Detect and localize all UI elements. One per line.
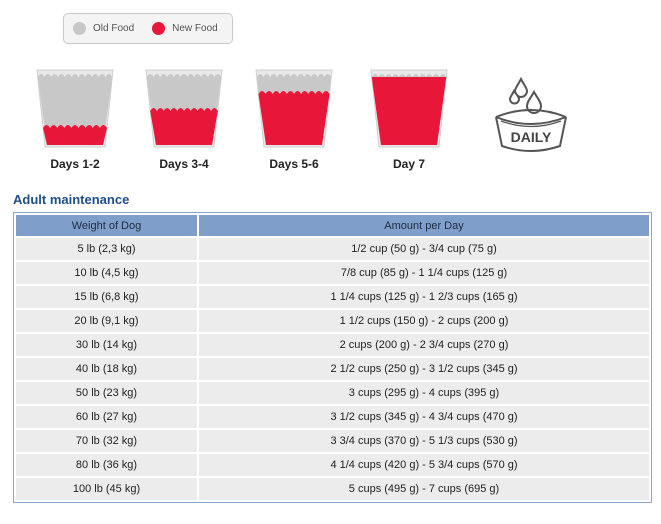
cup-label-days-1-2: Days 1-2 xyxy=(50,157,100,171)
cell-weight: 10 lb (4,5 kg) xyxy=(16,262,197,284)
table-row: 100 lb (45 kg) 5 cups (495 g) - 7 cups (6… xyxy=(16,478,649,500)
table-row: 20 lb (9,1 kg) 1 1/2 cups (150 g) - 2 cup… xyxy=(16,310,649,332)
cell-amount: 4 1/4 cups (420 g) - 5 3/4 cups (570 g) xyxy=(199,454,649,476)
feeding-table: Weight of Dog Amount per Day 5 lb (2,3 k… xyxy=(13,212,652,503)
cell-weight: 50 lb (23 kg) xyxy=(16,382,197,404)
legend-item-old-food: Old Food xyxy=(73,22,134,35)
new-food-fill xyxy=(371,77,447,145)
legend-label-new-food: New Food xyxy=(172,23,218,34)
cell-weight: 70 lb (32 kg) xyxy=(16,430,197,452)
new-food-fill xyxy=(258,91,330,145)
daily-bowl-icon: DAILY xyxy=(493,76,569,156)
cell-amount: 2 cups (200 g) - 2 3/4 cups (270 g) xyxy=(199,334,649,356)
old-food-swatch xyxy=(73,22,86,35)
header-amount-per-day: Amount per Day xyxy=(199,215,649,236)
cell-weight: 100 lb (45 kg) xyxy=(16,478,197,500)
cell-amount: 2 1/2 cups (250 g) - 3 1/2 cups (345 g) xyxy=(199,358,649,380)
legend-label-old-food: Old Food xyxy=(93,23,135,34)
cell-amount: 3 cups (295 g) - 4 cups (395 g) xyxy=(199,382,649,404)
cell-weight: 60 lb (27 kg) xyxy=(16,406,197,428)
cell-amount: 1 1/2 cups (150 g) - 2 cups (200 g) xyxy=(199,310,649,332)
daily-bowl-text: DAILY xyxy=(511,129,552,145)
cup-days-5-6 xyxy=(255,65,333,150)
cell-weight: 15 lb (6,8 kg) xyxy=(16,286,197,308)
cell-weight: 40 lb (18 kg) xyxy=(16,358,197,380)
cup-day-7 xyxy=(370,65,448,150)
header-weight-of-dog: Weight of Dog xyxy=(16,215,197,236)
cell-amount: 3 3/4 cups (370 g) - 5 1/3 cups (530 g) xyxy=(199,430,649,452)
cup-label-days-3-4: Days 3-4 xyxy=(159,157,209,171)
cell-weight: 80 lb (36 kg) xyxy=(16,454,197,476)
cell-weight: 20 lb (9,1 kg) xyxy=(16,310,197,332)
cell-amount: 5 cups (495 g) - 7 cups (695 g) xyxy=(199,478,649,500)
cup-label-days-5-6: Days 5-6 xyxy=(269,157,319,171)
cup-days-3-4 xyxy=(145,65,223,150)
table-header-row: Weight of Dog Amount per Day xyxy=(16,215,649,236)
table-row: 50 lb (23 kg) 3 cups (295 g) - 4 cups (39… xyxy=(16,382,649,404)
cell-weight: 5 lb (2,3 kg) xyxy=(16,238,197,260)
cell-amount: 7/8 cup (85 g) - 1 1/4 cups (125 g) xyxy=(199,262,649,284)
table-row: 10 lb (4,5 kg) 7/8 cup (85 g) - 1 1/4 cup… xyxy=(16,262,649,284)
new-food-fill xyxy=(43,125,107,145)
table-row: 60 lb (27 kg) 3 1/2 cups (345 g) - 4 3/4 … xyxy=(16,406,649,428)
new-food-fill xyxy=(150,108,218,145)
table-row: 70 lb (32 kg) 3 3/4 cups (370 g) - 5 1/3 … xyxy=(16,430,649,452)
cell-amount: 1 1/4 cups (125 g) - 1 2/3 cups (165 g) xyxy=(199,286,649,308)
section-title: Adult maintenance xyxy=(13,192,130,207)
table-row: 5 lb (2,3 kg) 1/2 cup (50 g) - 3/4 cup (7… xyxy=(16,238,649,260)
legend-item-new-food: New Food xyxy=(152,22,218,35)
new-food-swatch xyxy=(152,22,166,35)
cell-weight: 30 lb (14 kg) xyxy=(16,334,197,356)
table-row: 15 lb (6,8 kg) 1 1/4 cups (125 g) - 1 2/3… xyxy=(16,286,649,308)
table-row: 40 lb (18 kg) 2 1/2 cups (250 g) - 3 1/2 … xyxy=(16,358,649,380)
cell-amount: 1/2 cup (50 g) - 3/4 cup (75 g) xyxy=(199,238,649,260)
cup-label-day-7: Day 7 xyxy=(392,157,426,171)
cell-amount: 3 1/2 cups (345 g) - 4 3/4 cups (470 g) xyxy=(199,406,649,428)
cup-days-1-2 xyxy=(36,65,114,150)
table-row: 80 lb (36 kg) 4 1/4 cups (420 g) - 5 3/4 … xyxy=(16,454,649,476)
table-row: 30 lb (14 kg) 2 cups (200 g) - 2 3/4 cups… xyxy=(16,334,649,356)
food-legend: Old Food New Food xyxy=(63,13,233,44)
